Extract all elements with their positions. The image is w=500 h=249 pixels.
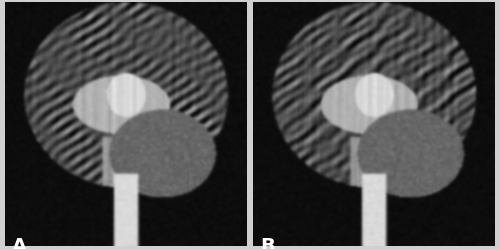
Text: B: B [260, 237, 274, 249]
Text: A: A [12, 237, 28, 249]
